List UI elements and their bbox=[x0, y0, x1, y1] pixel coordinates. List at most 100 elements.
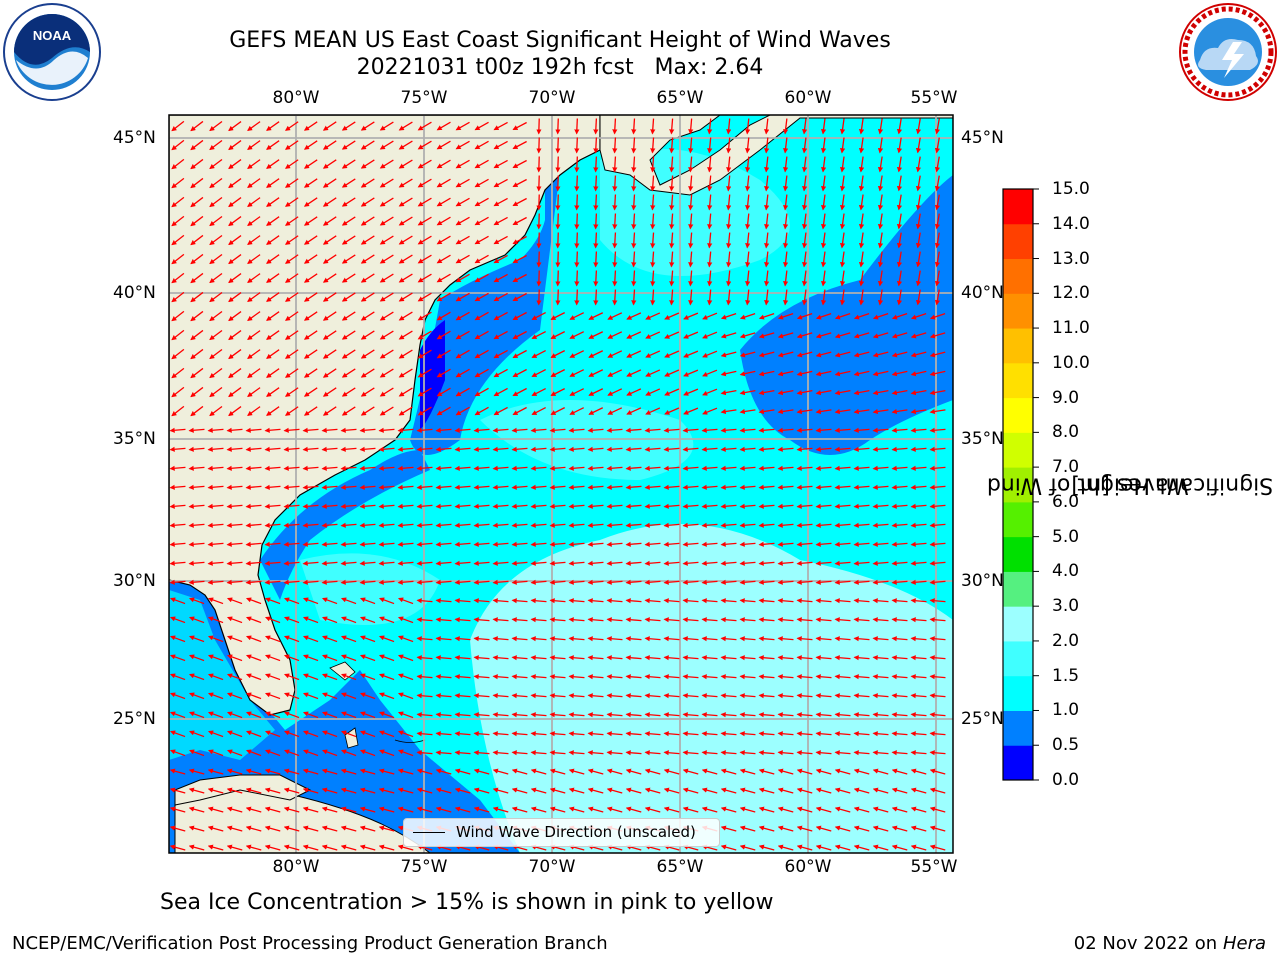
lon-label-top: 65°W bbox=[656, 88, 704, 108]
wave-direction-arrow bbox=[512, 349, 527, 359]
wave-direction-arrow bbox=[625, 427, 642, 433]
wave-direction-arrow bbox=[378, 427, 395, 433]
wave-direction-arrow bbox=[531, 330, 546, 340]
wave-direction-arrow bbox=[663, 427, 680, 433]
wave-direction-arrow bbox=[726, 156, 732, 173]
wave-direction-arrow bbox=[340, 446, 357, 452]
wave-direction-arrow bbox=[701, 446, 718, 452]
wave-direction-arrow bbox=[436, 216, 451, 226]
wave-direction-arrow bbox=[745, 213, 751, 230]
wave-direction-arrow bbox=[474, 254, 489, 264]
wave-direction-arrow bbox=[758, 446, 775, 452]
wave-direction-arrow bbox=[531, 387, 546, 397]
wave-direction-arrow bbox=[858, 289, 865, 306]
lon-label-bottom: 60°W bbox=[784, 857, 832, 877]
wave-direction-arrow bbox=[436, 121, 451, 131]
wave-direction-arrow bbox=[474, 368, 489, 378]
wave-direction-arrow bbox=[247, 368, 261, 379]
wave-direction-arrow bbox=[303, 330, 318, 340]
wave-direction-arrow bbox=[650, 137, 656, 154]
colorbar-tick-label: 4.0 bbox=[1052, 561, 1080, 582]
wave-direction-arrow bbox=[228, 159, 242, 170]
wave-direction-arrow bbox=[707, 251, 713, 268]
wave-direction-arrow bbox=[758, 389, 775, 396]
wave-direction-arrow bbox=[929, 408, 946, 415]
wave-direction-arrow bbox=[493, 121, 508, 131]
wave-direction-arrow bbox=[650, 175, 656, 192]
wave-direction-arrow bbox=[378, 484, 395, 490]
wave-direction-arrow bbox=[190, 310, 204, 322]
wave-direction-arrow bbox=[228, 140, 242, 151]
wave-direction-arrow bbox=[915, 137, 922, 154]
wave-direction-arrow bbox=[612, 289, 618, 306]
wave-direction-arrow bbox=[512, 406, 527, 416]
wave-direction-arrow bbox=[303, 178, 318, 188]
wave-direction-arrow bbox=[745, 156, 751, 173]
colorbar-segment bbox=[1003, 223, 1033, 260]
wave-direction-arrow bbox=[820, 194, 827, 211]
wave-direction-arrow bbox=[783, 232, 789, 249]
wave-direction-arrow bbox=[872, 408, 889, 415]
wave-direction-arrow bbox=[612, 137, 618, 154]
wave-direction-arrow bbox=[493, 254, 508, 264]
wave-direction-arrow bbox=[474, 330, 489, 340]
wave-direction-arrow bbox=[607, 312, 623, 320]
wave-direction-arrow bbox=[593, 289, 599, 306]
wave-direction-arrow bbox=[593, 213, 599, 230]
wave-direction-arrow bbox=[284, 406, 299, 416]
colorbar-tick-label: 1.5 bbox=[1052, 665, 1080, 686]
colorbar-segment bbox=[1003, 640, 1033, 677]
wave-direction-arrow bbox=[492, 446, 509, 452]
wave-direction-arrow bbox=[853, 408, 870, 415]
wave-direction-arrow bbox=[758, 465, 775, 471]
wave-direction-arrow bbox=[226, 446, 243, 452]
wave-direction-arrow bbox=[555, 232, 561, 249]
wave-direction-arrow bbox=[190, 329, 204, 341]
wave-direction-arrow bbox=[190, 158, 204, 170]
wave-direction-arrow bbox=[341, 406, 356, 416]
wave-direction-arrow bbox=[853, 465, 870, 471]
wave-direction-arrow bbox=[398, 330, 413, 340]
wave-direction-arrow bbox=[171, 139, 185, 151]
wave-direction-arrow bbox=[607, 350, 623, 358]
wave-direction-arrow bbox=[417, 159, 432, 169]
wave-direction-arrow bbox=[436, 311, 451, 321]
wave-direction-arrow bbox=[322, 254, 337, 264]
lat-label-right: 45°N bbox=[961, 128, 1004, 148]
wave-direction-arrow bbox=[645, 312, 661, 320]
wave-direction-arrow bbox=[593, 232, 599, 249]
wave-direction-arrow bbox=[934, 289, 940, 306]
wave-direction-arrow bbox=[417, 273, 432, 283]
wave-direction-arrow bbox=[707, 118, 713, 135]
wave-direction-arrow bbox=[702, 312, 718, 320]
lon-label-top: 60°W bbox=[784, 88, 832, 108]
wave-direction-arrow bbox=[454, 465, 471, 471]
wave-direction-arrow bbox=[745, 251, 751, 268]
wave-direction-arrow bbox=[322, 159, 337, 169]
wave-direction-arrow bbox=[455, 235, 470, 245]
wave-direction-arrow bbox=[853, 332, 870, 339]
nws-logo bbox=[1179, 3, 1277, 101]
wave-direction-arrow bbox=[264, 465, 281, 471]
wave-direction-arrow bbox=[247, 178, 261, 189]
wave-direction-arrow bbox=[266, 368, 280, 378]
wave-direction-arrow bbox=[726, 194, 732, 211]
wave-direction-arrow bbox=[682, 503, 699, 509]
wave-direction-arrow bbox=[303, 292, 318, 302]
wave-direction-arrow bbox=[228, 368, 242, 379]
wave-direction-arrow bbox=[322, 216, 337, 226]
wave-direction-arrow bbox=[493, 368, 508, 378]
wave-direction-arrow bbox=[322, 121, 337, 131]
wave-direction-arrow bbox=[398, 197, 413, 207]
wave-direction-arrow bbox=[555, 194, 561, 211]
wave-direction-arrow bbox=[436, 159, 451, 169]
colorbar-segment bbox=[1003, 362, 1033, 399]
lon-label-top: 55°W bbox=[910, 88, 958, 108]
wave-direction-arrow bbox=[587, 503, 604, 509]
wave-direction-arrow bbox=[512, 235, 527, 245]
wave-direction-arrow bbox=[283, 503, 300, 509]
wave-direction-arrow bbox=[834, 332, 851, 339]
wave-direction-arrow bbox=[247, 406, 261, 417]
wave-direction-arrow bbox=[493, 273, 508, 283]
wave-direction-arrow bbox=[682, 427, 699, 433]
